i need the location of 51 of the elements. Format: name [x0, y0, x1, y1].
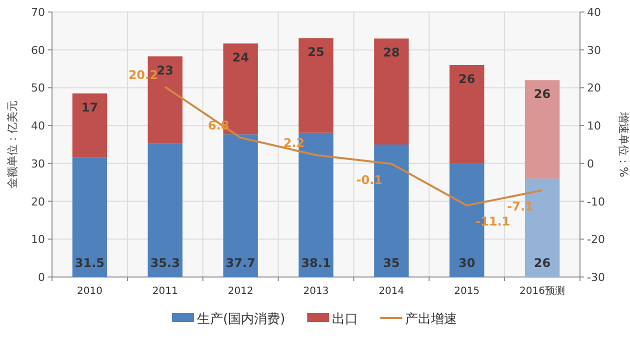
x-tick-label: 2013	[303, 286, 329, 297]
y2-axis-title: 增速单位：%	[617, 110, 630, 178]
data-label: -7.1	[507, 199, 534, 214]
y2-tick-label: -10	[587, 195, 605, 208]
legend-label: 出口	[332, 312, 358, 327]
x-tick-label: 2016预测	[520, 285, 566, 297]
data-label: 35.3	[150, 256, 180, 270]
x-tick-label: 2011	[152, 286, 178, 297]
x-tick-label: 2012	[228, 286, 254, 297]
x-tick-label: 2010	[76, 286, 102, 297]
data-label: 31.5	[74, 256, 105, 270]
y-tick-label: 50	[31, 82, 45, 95]
bar	[524, 80, 560, 179]
data-label: 25	[308, 45, 324, 60]
legend-label: 产出增速	[405, 312, 458, 327]
bar	[223, 134, 258, 277]
data-label: 23	[156, 63, 174, 78]
y-tick-label: 0	[38, 271, 45, 284]
bar	[148, 143, 182, 277]
data-label: 38.1	[301, 256, 331, 270]
data-label: 28	[383, 46, 400, 60]
y-tick-label: 70	[31, 6, 45, 19]
data-label: 17	[81, 100, 98, 114]
y-tick-label: 20	[31, 195, 45, 208]
data-label: 35	[383, 256, 400, 270]
y2-tick-label: -20	[587, 233, 605, 246]
y-tick-label: 10	[31, 233, 45, 246]
bar	[374, 38, 409, 144]
y-tick-label: 30	[31, 157, 45, 170]
y2-tick-label: 40	[587, 6, 601, 19]
data-label: 26	[534, 256, 551, 270]
bar	[72, 93, 108, 158]
data-label: 26	[534, 87, 551, 102]
data-label: 37.7	[226, 256, 256, 270]
data-label: 30	[458, 256, 476, 270]
data-label: 24	[232, 50, 249, 64]
y2-tick-label: 0	[587, 157, 594, 170]
bar	[450, 65, 484, 164]
legend-label: 生产(国内消费)	[197, 312, 286, 327]
y2-tick-label: 30	[587, 44, 601, 57]
bar	[298, 38, 334, 133]
data-label: 26	[458, 72, 476, 86]
y2-tick-label: 20	[587, 82, 601, 95]
y-tick-label: 60	[31, 44, 45, 57]
y-tick-label: 40	[31, 120, 45, 133]
y-axis-title: 金额单位：亿美元	[6, 100, 19, 188]
bar	[72, 158, 108, 277]
x-tick-label: 2015	[454, 286, 480, 297]
x-tick-label: 2014	[378, 286, 404, 297]
y2-tick-label: -30	[587, 271, 605, 284]
y2-tick-label: 10	[587, 120, 601, 133]
